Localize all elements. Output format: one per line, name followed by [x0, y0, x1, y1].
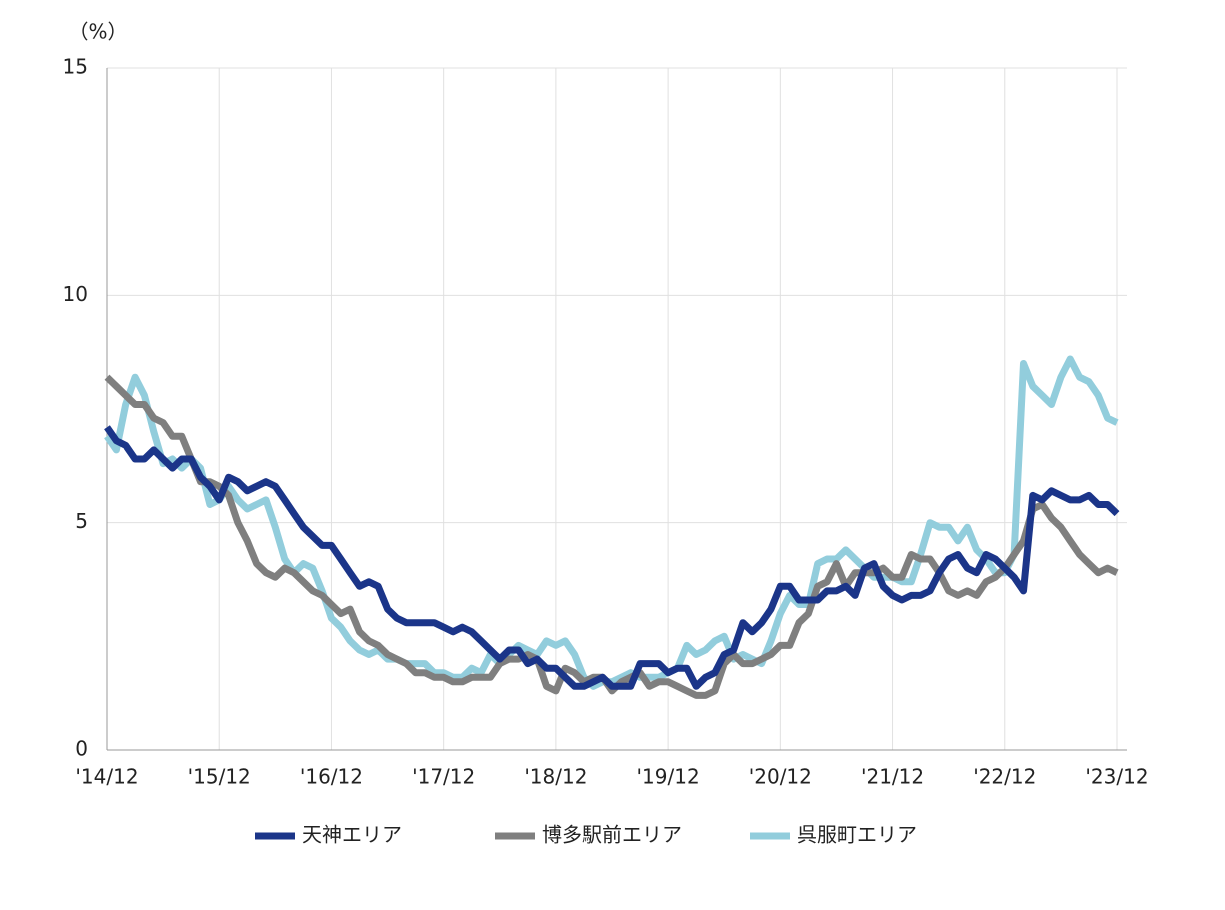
x-tick-label: '20/12 [749, 765, 812, 789]
x-tick-label: '19/12 [637, 765, 700, 789]
x-tick-label: '22/12 [973, 765, 1036, 789]
y-tick-label: 5 [75, 509, 88, 533]
x-tick-label: '15/12 [188, 765, 251, 789]
legend-label: 呉服町エリア [797, 823, 917, 847]
x-tick-label: '17/12 [412, 765, 475, 789]
series-line [104, 374, 1119, 699]
legend-label: 天神エリア [302, 823, 402, 847]
y-tick-label: 0 [75, 737, 88, 761]
y-tick-label: 10 [63, 282, 88, 306]
x-tick-label: '23/12 [1085, 765, 1148, 789]
x-tick-label: '18/12 [524, 765, 587, 789]
series-line [104, 425, 1120, 690]
x-tick-label: '14/12 [75, 765, 138, 789]
y-axis-label: （%） [68, 20, 127, 44]
legend-label: 博多駅前エリア [542, 823, 682, 847]
x-tick-label: '16/12 [300, 765, 363, 789]
x-tick-label: '21/12 [861, 765, 924, 789]
y-tick-label: 15 [63, 55, 88, 79]
